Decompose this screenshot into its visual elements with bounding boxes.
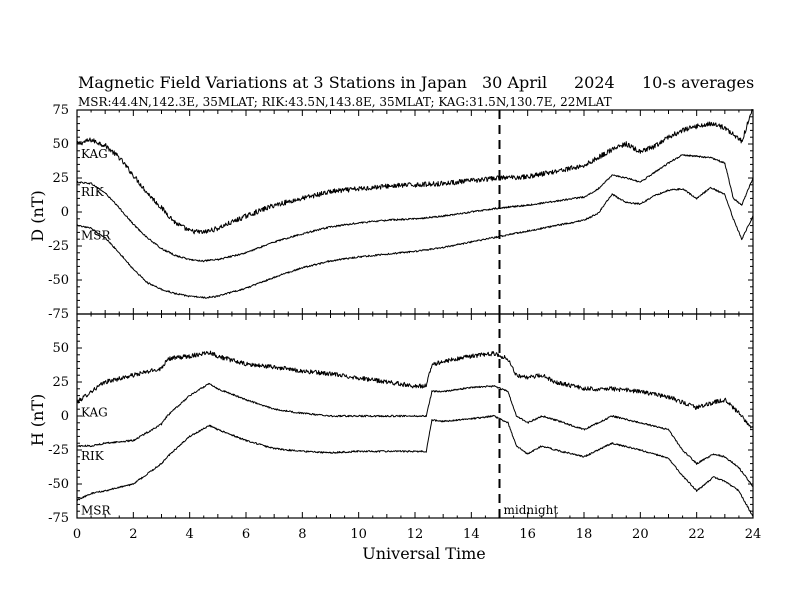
figure-date: 30 April bbox=[482, 73, 547, 92]
series-line-msr bbox=[76, 186, 754, 299]
y-tick-label: 0 bbox=[61, 205, 69, 220]
x-tick-label: 6 bbox=[242, 527, 250, 542]
panel-frame bbox=[76, 109, 754, 315]
x-tick-label: 0 bbox=[73, 527, 81, 542]
series-label-rik: RIK bbox=[81, 185, 105, 199]
midnight-label: midnight bbox=[504, 503, 559, 517]
top-y-axis-label: D (nT) bbox=[28, 190, 47, 241]
y-tick-label: 0 bbox=[61, 409, 69, 424]
series-line-rik bbox=[76, 154, 754, 263]
bottom-y-axis-label: H (nT) bbox=[28, 394, 47, 447]
series-line-msr bbox=[76, 414, 754, 517]
series-label-msr: MSR bbox=[81, 229, 112, 243]
figure-year: 2024 bbox=[574, 73, 615, 92]
x-tick-label: 14 bbox=[463, 527, 480, 542]
figure-averaging: 10-s averages bbox=[642, 73, 754, 92]
series-line-kag bbox=[76, 350, 754, 429]
d-component-panel: 75 50 25 0 -25 -50 -75 KAG RIK MSR bbox=[48, 103, 754, 322]
x-tick-label: 22 bbox=[688, 527, 705, 542]
x-tick-label: 2 bbox=[129, 527, 137, 542]
y-tick-label: -50 bbox=[48, 273, 69, 288]
y-tick-label: 25 bbox=[52, 375, 69, 390]
x-tick-label: 4 bbox=[186, 527, 194, 542]
x-tick-label: 24 bbox=[745, 527, 762, 542]
y-tick-label: -75 bbox=[48, 511, 69, 526]
y-tick-label: 75 bbox=[52, 103, 69, 118]
y-tick-label: -75 bbox=[48, 307, 69, 322]
stations-line: MSR:44.4N,142.3E, 35MLAT; RIK:43.5N,143.… bbox=[78, 95, 612, 109]
x-tick-label: 16 bbox=[519, 527, 536, 542]
series-line-kag bbox=[76, 108, 754, 235]
series-label-kag: KAG bbox=[81, 405, 108, 419]
x-tick-label: 12 bbox=[407, 527, 424, 542]
x-tick-label: 8 bbox=[298, 527, 306, 542]
series-label-msr: MSR bbox=[81, 503, 112, 517]
y-tick-label: 50 bbox=[52, 137, 69, 152]
x-tick-label: 18 bbox=[576, 527, 593, 542]
y-tick-label: -25 bbox=[48, 443, 69, 458]
x-tick-label: 20 bbox=[632, 527, 649, 542]
y-tick-label: 50 bbox=[52, 341, 69, 356]
y-tick-label: -50 bbox=[48, 477, 69, 492]
y-tick-label: 25 bbox=[52, 171, 69, 186]
series-label-rik: RIK bbox=[81, 449, 105, 463]
y-tick-label: -25 bbox=[48, 239, 69, 254]
figure-title: Magnetic Field Variations at 3 Stations … bbox=[78, 73, 467, 92]
x-axis-label: Universal Time bbox=[362, 544, 485, 563]
x-tick-label: 10 bbox=[350, 527, 367, 542]
series-label-kag: KAG bbox=[81, 147, 108, 161]
series-line-rik bbox=[76, 382, 754, 487]
